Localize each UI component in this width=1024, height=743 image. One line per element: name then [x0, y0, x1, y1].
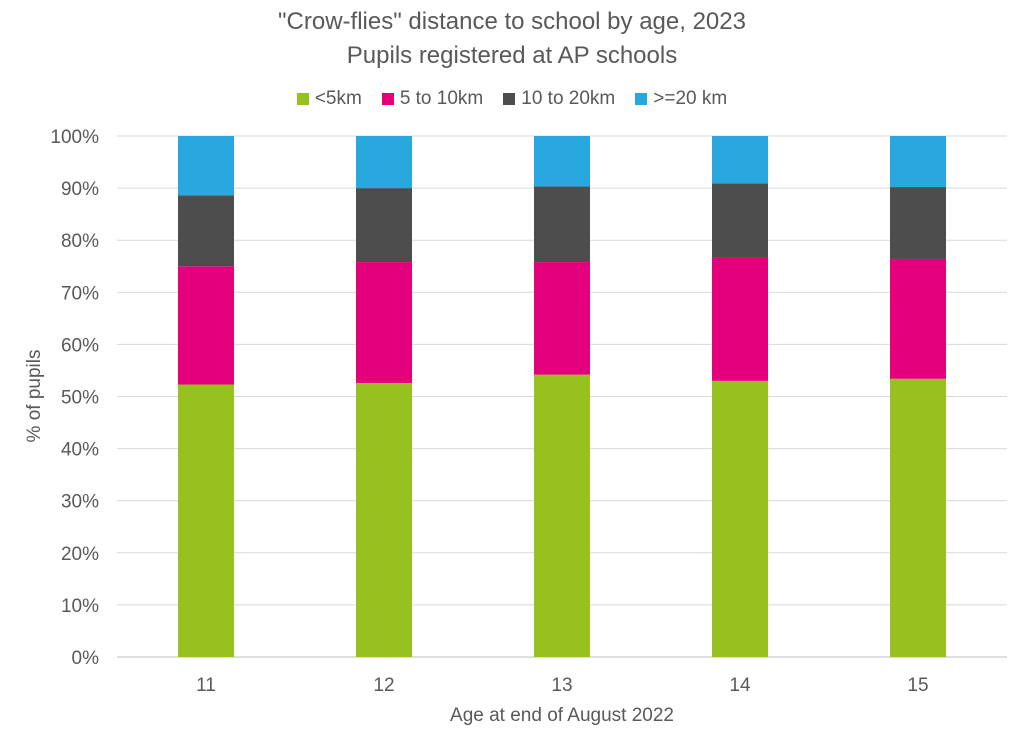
- legend-item-20km-plus: >=20 km: [635, 88, 727, 110]
- bar-segment: [534, 186, 590, 263]
- bar-segment: [178, 384, 234, 657]
- legend-swatch: [296, 93, 309, 105]
- bar-segment: [534, 374, 590, 657]
- legend-swatch: [635, 93, 648, 105]
- legend: <5km 5 to 10km 10 to 20km >=20 km: [0, 88, 1024, 110]
- chart-title: "Crow-flies" distance to school by age, …: [278, 8, 746, 35]
- x-tick-label: 12: [373, 675, 394, 696]
- bar-segment: [712, 136, 768, 184]
- bar-segment: [178, 136, 234, 196]
- bar-segment: [712, 380, 768, 657]
- legend-swatch: [503, 93, 516, 105]
- legend-item-10-to-20km: 10 to 20km: [503, 88, 615, 110]
- legend-label: <5km: [314, 88, 362, 109]
- y-tick-label: 60%: [61, 335, 99, 356]
- bar-segment: [356, 262, 412, 383]
- bar-segment: [178, 195, 234, 267]
- legend-item-under-5km: <5km: [296, 88, 362, 110]
- bar-segment: [890, 187, 946, 259]
- y-tick-label: 70%: [61, 283, 99, 304]
- legend-label: 5 to 10km: [399, 88, 484, 109]
- x-tick-label: 11: [196, 675, 216, 696]
- x-axis-label: Age at end of August 2022: [450, 705, 674, 726]
- y-tick-label: 20%: [61, 544, 99, 565]
- y-tick-label: 40%: [61, 440, 99, 461]
- bar-segment: [890, 378, 946, 657]
- x-tick-label: 13: [551, 675, 572, 696]
- y-tick-label: 0%: [72, 648, 100, 669]
- x-tick-label: 14: [729, 675, 751, 696]
- bar-segment: [890, 136, 946, 188]
- bar-segment: [356, 136, 412, 189]
- legend-label: 10 to 20km: [521, 88, 616, 109]
- y-tick-label: 90%: [61, 179, 99, 200]
- bar-segment: [534, 136, 590, 187]
- bar-segment: [712, 183, 768, 258]
- legend-label: >=20 km: [653, 88, 728, 109]
- legend-swatch: [381, 93, 394, 105]
- x-tick-label: 15: [907, 675, 928, 696]
- y-tick-label: 100%: [50, 127, 99, 148]
- y-tick-label: 80%: [61, 231, 99, 252]
- chart-subtitle: Pupils registered at AP schools: [346, 42, 678, 69]
- y-tick-label: 30%: [61, 492, 99, 513]
- y-axis-label: % of pupils: [24, 350, 45, 443]
- legend-item-5-to-10km: 5 to 10km: [381, 88, 484, 110]
- bar-segment: [356, 188, 412, 263]
- y-tick-label: 10%: [61, 596, 99, 617]
- bar-segment: [178, 266, 234, 385]
- bar-segment: [356, 382, 412, 657]
- bar-segment: [712, 257, 768, 381]
- y-tick-label: 50%: [61, 388, 99, 409]
- bar-segment: [534, 262, 590, 375]
- bar-segment: [890, 258, 946, 379]
